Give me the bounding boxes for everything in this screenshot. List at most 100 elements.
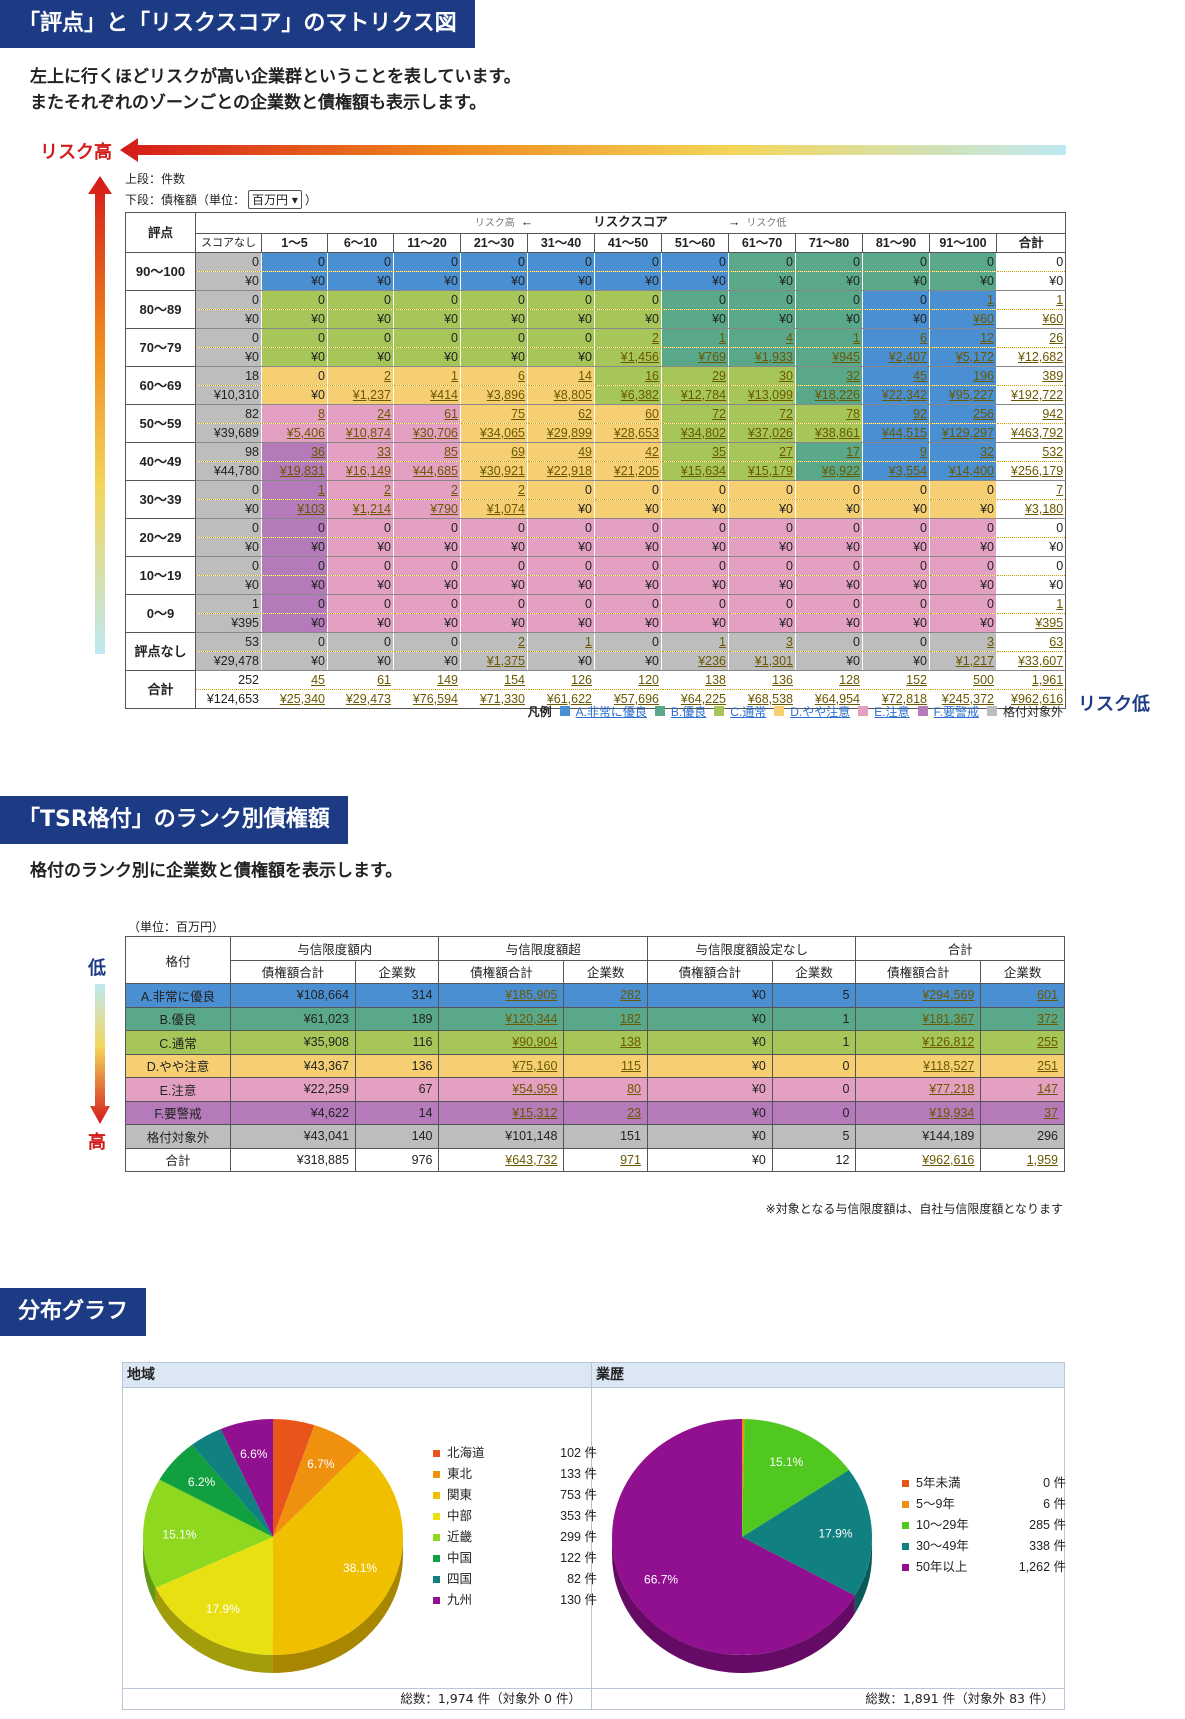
amount-value[interactable]: ¥16,149 xyxy=(345,464,391,478)
amount-value[interactable]: ¥38,861 xyxy=(814,426,860,440)
count-value[interactable]: 69 xyxy=(511,445,525,459)
amount-value[interactable]: ¥1,301 xyxy=(754,654,793,668)
amount-value[interactable]: ¥463,792 xyxy=(1011,426,1064,440)
count-cell[interactable]: 372 xyxy=(980,1006,1065,1031)
amount-value[interactable]: ¥19,831 xyxy=(279,464,325,478)
cell-value[interactable]: ¥54,959 xyxy=(512,1082,558,1097)
count-cell[interactable]: 45 xyxy=(261,670,328,690)
amount-cell[interactable]: ¥8,805 xyxy=(527,385,595,405)
pie-slice[interactable] xyxy=(273,1425,362,1537)
amount-cell[interactable]: ¥37,026 xyxy=(728,423,796,443)
count-cell[interactable]: 138 xyxy=(661,670,729,690)
legend-label[interactable]: D.やや注意 xyxy=(790,705,851,719)
count-cell[interactable]: 255 xyxy=(980,1030,1065,1055)
amount-value[interactable]: ¥15,179 xyxy=(747,464,793,478)
legend-label[interactable]: B.優良 xyxy=(670,705,707,719)
count-cell[interactable]: 149 xyxy=(393,670,461,690)
count-value[interactable]: 30 xyxy=(779,369,793,383)
count-cell[interactable]: 69 xyxy=(460,442,528,462)
count-cell[interactable]: 154 xyxy=(460,670,528,690)
amount-value[interactable]: ¥12,682 xyxy=(1017,350,1064,364)
amount-cell[interactable]: ¥68,538 xyxy=(728,689,796,709)
count-cell[interactable]: 61 xyxy=(327,670,394,690)
cell-value[interactable]: ¥15,312 xyxy=(512,1105,558,1120)
count-value[interactable]: 75 xyxy=(511,407,525,421)
amount-cell[interactable]: ¥3,554 xyxy=(862,461,930,481)
amount-cell[interactable]: ¥60 xyxy=(995,309,1067,329)
count-cell[interactable]: 120 xyxy=(594,670,662,690)
count-value[interactable]: 1 xyxy=(1056,597,1064,611)
amount-value[interactable]: ¥15,634 xyxy=(680,464,726,478)
amount-value[interactable]: ¥18,226 xyxy=(814,388,860,402)
count-cell[interactable]: 115 xyxy=(563,1053,648,1078)
amount-value[interactable]: ¥1,214 xyxy=(352,502,391,516)
count-cell[interactable]: 26 xyxy=(995,328,1067,348)
amount-value[interactable]: ¥414 xyxy=(430,388,458,402)
count-cell[interactable]: 256 xyxy=(929,404,997,424)
count-cell[interactable]: 72 xyxy=(728,404,796,424)
cell-value[interactable]: ¥90,904 xyxy=(512,1035,558,1050)
count-value[interactable]: 12 xyxy=(980,331,994,345)
amount-cell[interactable]: ¥945 xyxy=(795,347,863,367)
count-cell[interactable]: 1,959 xyxy=(980,1147,1065,1172)
count-value[interactable]: 72 xyxy=(712,407,726,421)
count-value[interactable]: 29 xyxy=(712,369,726,383)
amount-cell[interactable]: ¥10,874 xyxy=(327,423,394,443)
amount-value[interactable]: ¥30,706 xyxy=(412,426,458,440)
amount-cell[interactable]: ¥90,904 xyxy=(438,1030,565,1055)
amount-cell[interactable]: ¥64,225 xyxy=(661,689,729,709)
amount-cell[interactable]: ¥15,179 xyxy=(728,461,796,481)
count-value[interactable]: 154 xyxy=(504,673,525,687)
count-value[interactable]: 16 xyxy=(645,369,659,383)
cell-value[interactable]: ¥120,344 xyxy=(505,1011,558,1026)
count-value[interactable]: 36 xyxy=(311,445,325,459)
amount-value[interactable]: ¥57,696 xyxy=(613,692,659,706)
amount-value[interactable]: ¥129,297 xyxy=(941,426,994,440)
amount-value[interactable]: ¥72,818 xyxy=(881,692,927,706)
amount-cell[interactable]: ¥118,527 xyxy=(855,1053,982,1078)
amount-cell[interactable]: ¥33,607 xyxy=(995,651,1067,671)
cell-value[interactable]: 1,959 xyxy=(1026,1152,1058,1167)
cell-value[interactable]: 601 xyxy=(1037,988,1058,1003)
count-cell[interactable]: 9 xyxy=(862,442,930,462)
amount-cell[interactable]: ¥5,172 xyxy=(929,347,997,367)
count-cell[interactable]: 72 xyxy=(661,404,729,424)
amount-value[interactable]: ¥962,616 xyxy=(1011,692,1064,706)
count-cell[interactable]: 2 xyxy=(594,328,662,348)
legend-label[interactable]: A.非常に優良 xyxy=(575,705,647,719)
amount-cell[interactable]: ¥1,375 xyxy=(460,651,528,671)
amount-cell[interactable]: ¥19,831 xyxy=(261,461,328,481)
amount-value[interactable]: ¥22,342 xyxy=(881,388,927,402)
count-value[interactable]: 32 xyxy=(846,369,860,383)
amount-cell[interactable]: ¥44,685 xyxy=(393,461,461,481)
cell-value[interactable]: ¥181,367 xyxy=(922,1011,975,1026)
count-value[interactable]: 6 xyxy=(518,369,525,383)
amount-value[interactable]: ¥61,622 xyxy=(546,692,592,706)
count-cell[interactable]: 2 xyxy=(393,480,461,500)
count-cell[interactable]: 1 xyxy=(995,594,1067,614)
amount-cell[interactable]: ¥395 xyxy=(995,613,1067,633)
amount-value[interactable]: ¥1,375 xyxy=(486,654,525,668)
amount-value[interactable]: ¥1,237 xyxy=(352,388,391,402)
amount-cell[interactable]: ¥185,905 xyxy=(438,983,565,1008)
count-cell[interactable]: 128 xyxy=(795,670,863,690)
amount-value[interactable]: ¥64,954 xyxy=(814,692,860,706)
amount-value[interactable]: ¥395 xyxy=(1035,616,1064,630)
amount-value[interactable]: ¥25,340 xyxy=(279,692,325,706)
count-cell[interactable]: 61 xyxy=(393,404,461,424)
pie-slice[interactable] xyxy=(273,1419,315,1537)
count-cell[interactable]: 6 xyxy=(862,328,930,348)
amount-cell[interactable]: ¥294,569 xyxy=(855,983,982,1008)
amount-cell[interactable]: ¥6,922 xyxy=(795,461,863,481)
cell-value[interactable]: 138 xyxy=(620,1035,641,1050)
amount-value[interactable]: ¥8,805 xyxy=(553,388,592,402)
cell-value[interactable]: 23 xyxy=(627,1105,641,1120)
pie-slice[interactable] xyxy=(742,1419,850,1537)
count-value[interactable]: 128 xyxy=(839,673,860,687)
count-value[interactable]: 389 xyxy=(1042,369,1064,383)
count-value[interactable]: 32 xyxy=(980,445,994,459)
count-value[interactable]: 72 xyxy=(779,407,793,421)
amount-value[interactable]: ¥2,407 xyxy=(888,350,927,364)
amount-value[interactable]: ¥60 xyxy=(973,312,994,326)
count-value[interactable]: 78 xyxy=(846,407,860,421)
